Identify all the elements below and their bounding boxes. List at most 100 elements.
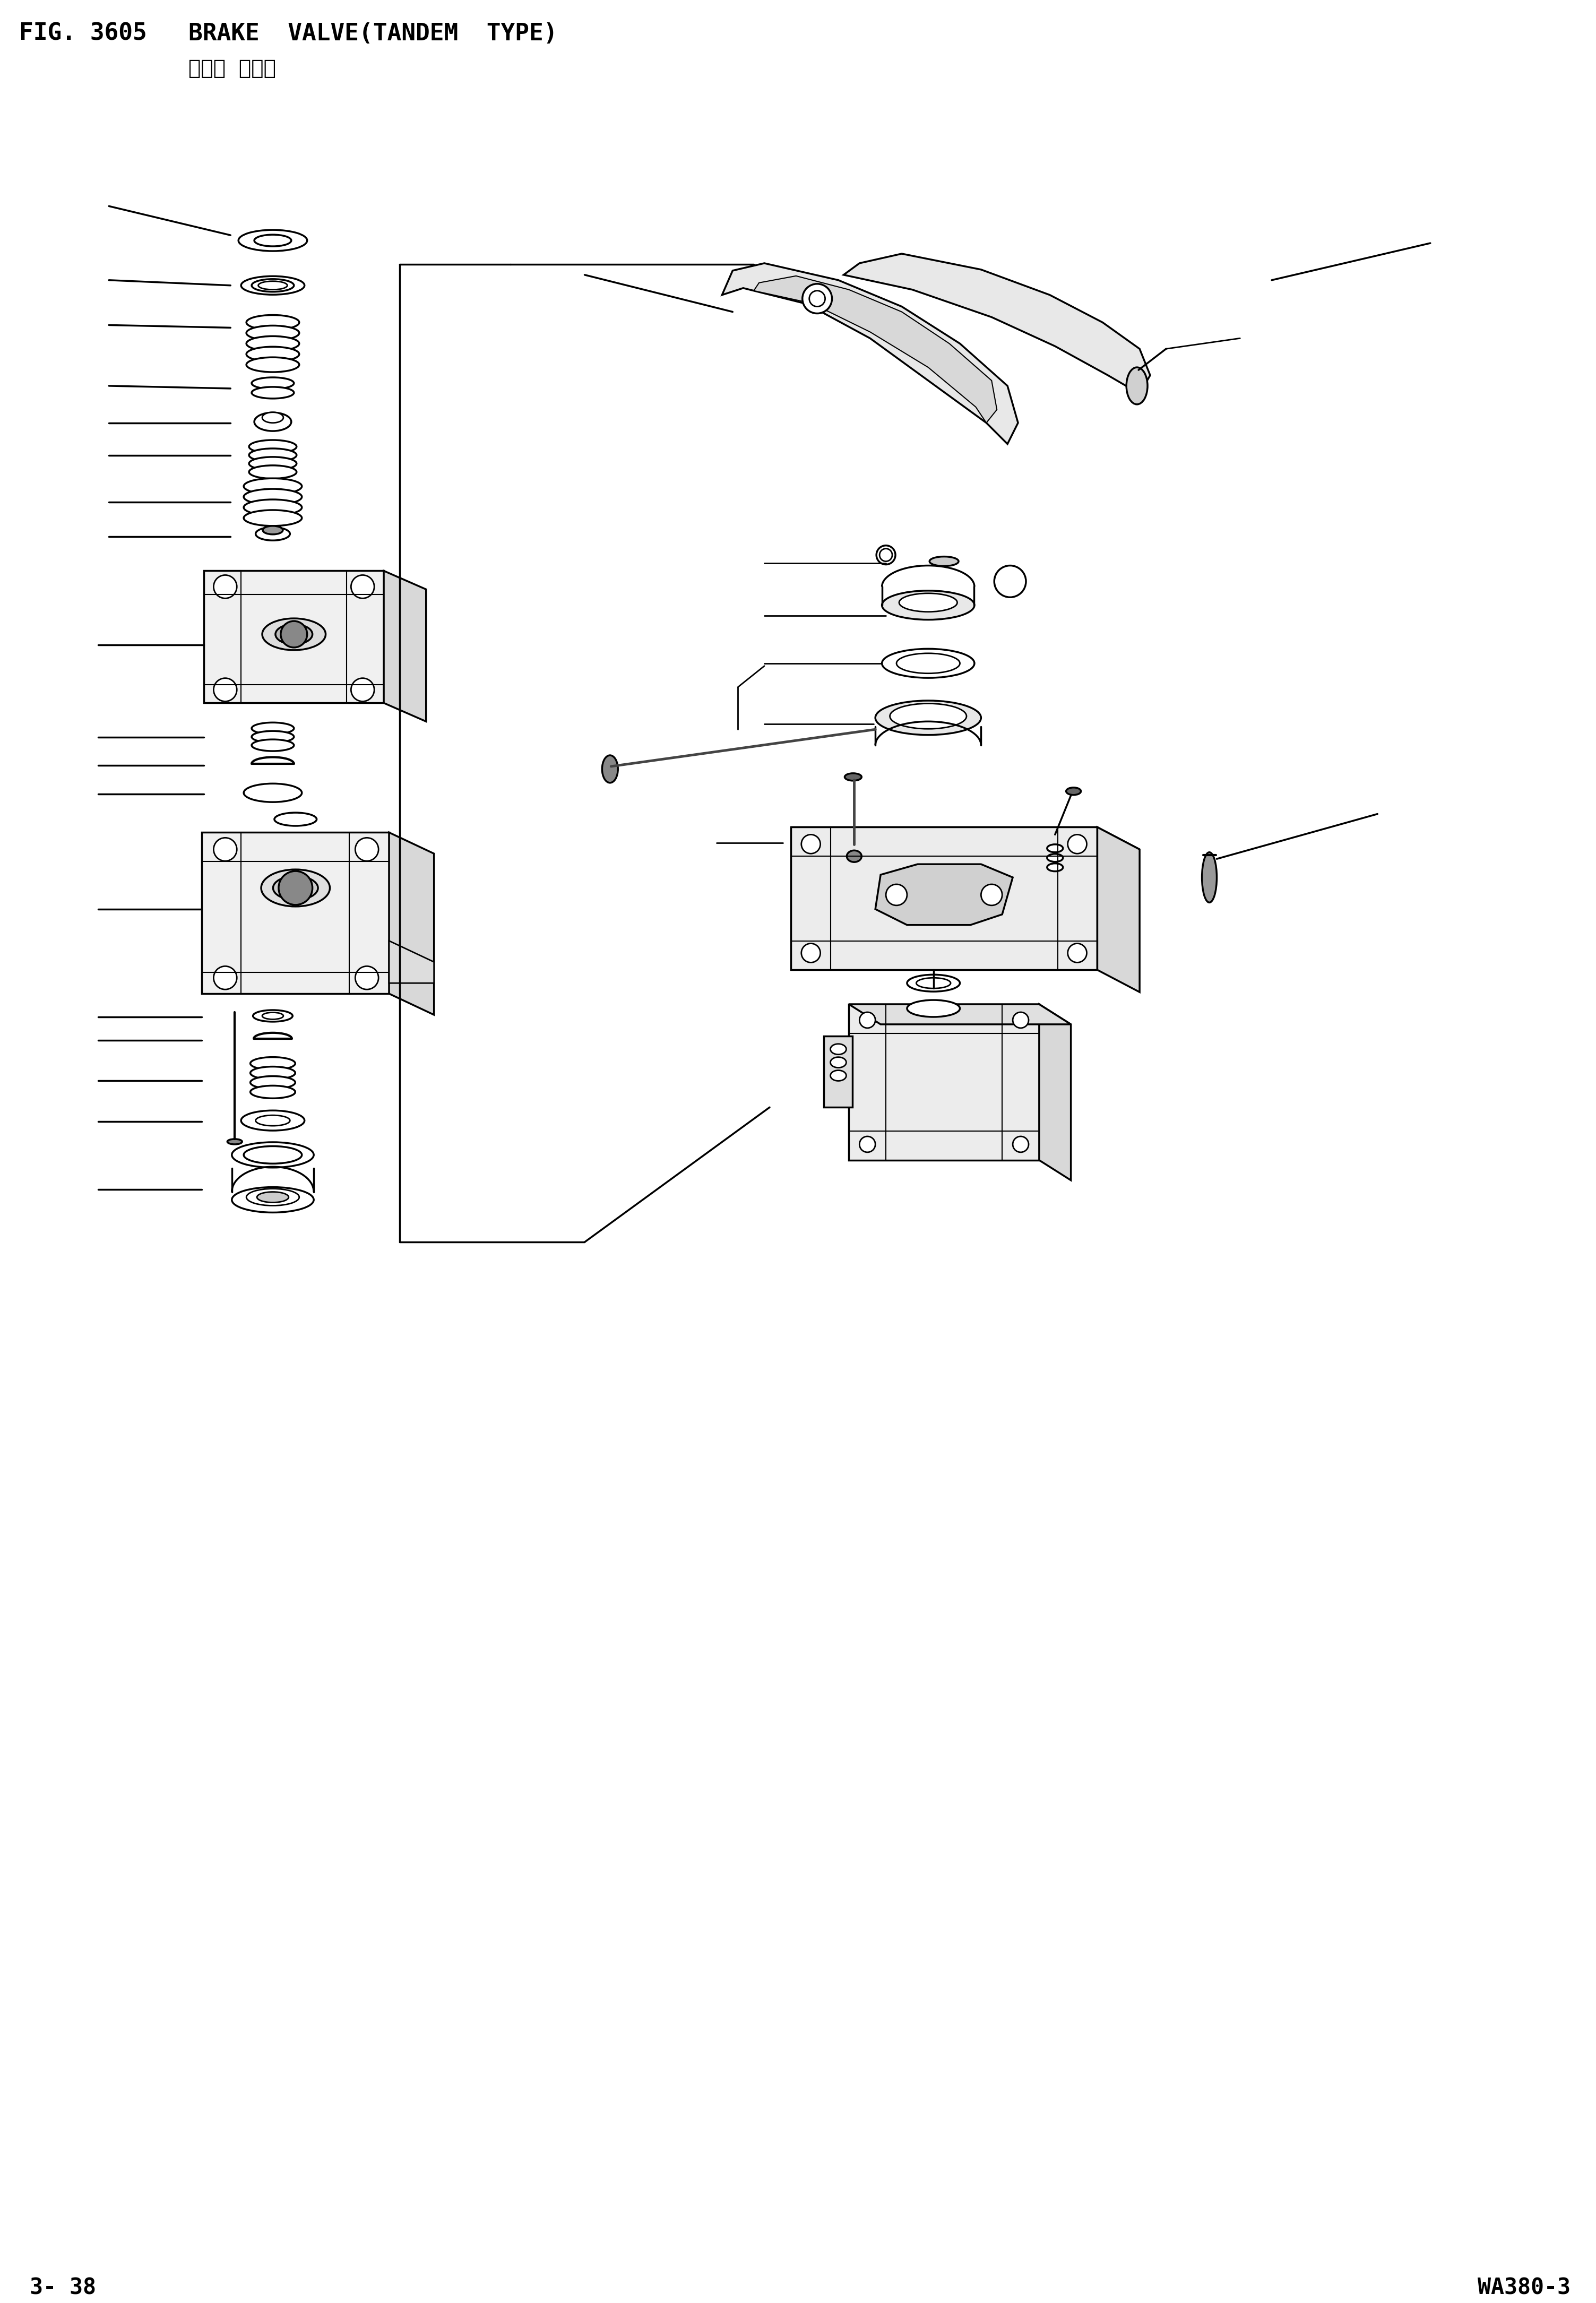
Ellipse shape <box>1066 788 1080 795</box>
Polygon shape <box>790 827 1098 970</box>
Circle shape <box>801 944 820 963</box>
Circle shape <box>1068 834 1087 854</box>
Polygon shape <box>201 831 389 836</box>
Ellipse shape <box>883 590 975 620</box>
Circle shape <box>356 967 378 990</box>
Polygon shape <box>875 864 1013 926</box>
Ellipse shape <box>246 336 298 350</box>
Ellipse shape <box>875 700 982 735</box>
Ellipse shape <box>249 456 297 470</box>
Ellipse shape <box>907 1000 959 1018</box>
Polygon shape <box>849 1004 1039 1161</box>
Ellipse shape <box>1127 368 1148 405</box>
Ellipse shape <box>844 774 862 781</box>
Ellipse shape <box>929 557 959 567</box>
Ellipse shape <box>252 279 294 292</box>
Ellipse shape <box>830 1057 846 1069</box>
Polygon shape <box>790 827 1140 850</box>
Ellipse shape <box>891 702 967 728</box>
Ellipse shape <box>244 509 302 525</box>
Ellipse shape <box>251 1066 295 1080</box>
Ellipse shape <box>244 1147 302 1163</box>
Ellipse shape <box>255 1115 290 1126</box>
Ellipse shape <box>255 527 290 541</box>
Polygon shape <box>1098 827 1140 993</box>
Circle shape <box>801 834 820 854</box>
Circle shape <box>351 576 375 599</box>
Circle shape <box>351 677 375 702</box>
Ellipse shape <box>241 1110 305 1131</box>
Polygon shape <box>389 942 434 983</box>
Ellipse shape <box>254 412 292 431</box>
Circle shape <box>279 871 313 905</box>
Ellipse shape <box>246 1188 298 1207</box>
Text: 3- 38: 3- 38 <box>30 2278 96 2298</box>
Circle shape <box>1068 944 1087 963</box>
Circle shape <box>982 884 1002 905</box>
Ellipse shape <box>241 276 305 295</box>
Ellipse shape <box>251 1076 295 1089</box>
Circle shape <box>214 576 236 599</box>
Ellipse shape <box>257 1193 289 1202</box>
Circle shape <box>281 622 306 647</box>
Ellipse shape <box>1047 854 1063 861</box>
Ellipse shape <box>1047 864 1063 871</box>
Ellipse shape <box>254 1011 292 1023</box>
Ellipse shape <box>251 1057 295 1071</box>
Ellipse shape <box>252 378 294 389</box>
Ellipse shape <box>916 979 951 988</box>
Circle shape <box>994 567 1026 596</box>
Ellipse shape <box>907 974 959 993</box>
Ellipse shape <box>275 813 316 827</box>
Polygon shape <box>383 571 426 721</box>
Circle shape <box>1013 1013 1028 1027</box>
Ellipse shape <box>876 546 895 564</box>
Ellipse shape <box>897 654 959 672</box>
Ellipse shape <box>244 500 302 516</box>
Ellipse shape <box>830 1043 846 1055</box>
Circle shape <box>860 1013 875 1027</box>
Polygon shape <box>753 276 998 424</box>
Ellipse shape <box>252 723 294 735</box>
Ellipse shape <box>246 357 298 373</box>
Polygon shape <box>389 831 434 1016</box>
Circle shape <box>886 884 907 905</box>
Ellipse shape <box>231 1142 314 1168</box>
Ellipse shape <box>252 387 294 398</box>
Ellipse shape <box>252 739 294 751</box>
Polygon shape <box>204 571 383 573</box>
Ellipse shape <box>231 1186 314 1211</box>
Ellipse shape <box>830 1071 846 1080</box>
Ellipse shape <box>244 488 302 504</box>
Ellipse shape <box>1202 852 1216 903</box>
Ellipse shape <box>246 316 298 329</box>
Ellipse shape <box>249 440 297 454</box>
Ellipse shape <box>262 1013 284 1020</box>
Polygon shape <box>204 571 383 702</box>
Ellipse shape <box>238 230 306 251</box>
Ellipse shape <box>899 594 958 613</box>
Ellipse shape <box>249 465 297 479</box>
Ellipse shape <box>252 730 294 742</box>
Ellipse shape <box>1047 845 1063 852</box>
Ellipse shape <box>263 525 282 534</box>
Ellipse shape <box>227 1140 243 1145</box>
Circle shape <box>356 838 378 861</box>
Ellipse shape <box>246 348 298 362</box>
Circle shape <box>214 677 236 702</box>
Circle shape <box>214 967 236 990</box>
Polygon shape <box>844 253 1151 394</box>
Ellipse shape <box>847 850 862 861</box>
Ellipse shape <box>254 235 292 246</box>
Circle shape <box>879 548 892 562</box>
Ellipse shape <box>602 755 618 783</box>
Bar <box>824 1036 852 1108</box>
Ellipse shape <box>262 620 326 649</box>
Polygon shape <box>721 263 1018 444</box>
Circle shape <box>214 838 236 861</box>
Text: BRAKE  VALVE(TANDEM  TYPE): BRAKE VALVE(TANDEM TYPE) <box>188 23 557 46</box>
Ellipse shape <box>262 871 330 907</box>
Polygon shape <box>1039 1004 1071 1179</box>
Circle shape <box>860 1135 875 1152</box>
Ellipse shape <box>273 875 318 900</box>
